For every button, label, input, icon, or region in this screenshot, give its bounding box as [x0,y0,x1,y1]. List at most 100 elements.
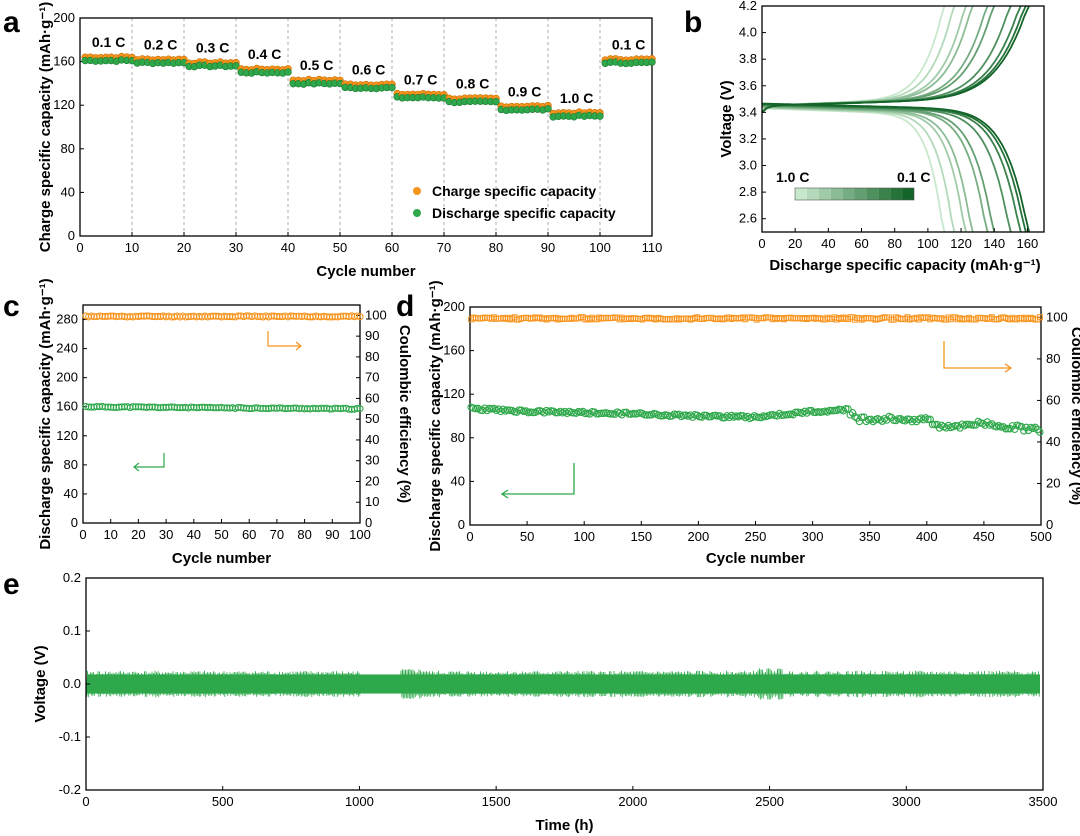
panel-d-xtick-label: 350 [859,529,881,544]
panel-label-b: b [684,6,702,39]
panel-c-x-axis-title: Cycle number [172,550,271,567]
panel-d-y-right-axis-title: Coulombic efficiency (%) [1068,327,1080,505]
panel-e-xtick-label: 1000 [345,794,374,809]
panel-b-xtick-label: 100 [917,236,939,251]
capacity-point [483,406,491,415]
panel-e-x-axis-title: Time (h) [535,817,593,834]
panel-d-ytick-label: 200 [443,299,465,314]
capacity-arrowhead [133,462,140,472]
legend-marker-discharge [413,209,421,217]
panel-c-frame [82,304,361,524]
panel-d-ytick-label: 0 [458,517,465,532]
colorbar-swatch [890,188,903,200]
capacity-point [905,415,914,424]
panel-d-xtick-label: 250 [745,529,767,544]
efficiency-point [1036,314,1043,321]
capacity-point [704,412,713,421]
panel-a-frame [79,17,653,237]
capacity-point [643,411,651,419]
discharge-point [492,98,500,106]
capacity-point [775,409,784,418]
capacity-point [805,407,813,415]
panel-c-xtick-label: 40 [187,527,201,542]
efficiency-point [356,313,364,321]
panel-a-xtick-label: 110 [642,240,663,255]
panel-b-ytick-label: 2.8 [739,184,757,199]
panel-c-ytick-right-label: 20 [365,473,379,488]
panel-e-ytick-label: -0.1 [59,729,81,744]
capacity-point [857,413,866,421]
capacity-point [490,404,498,413]
panel-a-ytick-label: 120 [53,97,75,112]
panel-b-xtick-label: 160 [1017,236,1039,251]
capacity-point [924,415,932,424]
panel-e-xtick-label: 500 [212,794,234,809]
rate-label: 0.3 C [196,40,229,56]
capacity-point [668,412,676,420]
capacity-point [878,417,887,425]
capacity-point [773,412,781,420]
panel-b-xtick-label: 40 [821,236,835,251]
efficiency-axis-arrow [267,331,300,347]
panel-c-ytick-label: 160 [56,399,78,414]
panel-a-ytick-label: 0 [68,228,75,243]
colorbar-swatch [878,188,891,200]
colorbar-frame [794,187,915,201]
capacity-point [894,415,902,423]
rate-label: 0.8 C [456,76,489,92]
panel-c-xtick-label: 0 [79,527,86,542]
panel-c-y-axis-title: Discharge specific capacity (mAh·g⁻¹) [37,278,54,549]
panel-d-ytick-right-label: 100 [1046,309,1068,324]
capacity-point [908,417,916,426]
discharge-point [648,58,656,66]
panel-b-ytick-label: 4.2 [739,0,757,13]
panel-b-xtick-label: 20 [788,236,802,251]
panel-d-ytick-right-label: 0 [1046,517,1053,532]
panel-b-ytick-label: 3.6 [739,78,757,93]
panel-e-xtick-label: 2500 [755,794,784,809]
capacity-point [956,424,964,432]
panel-b-frame [761,5,1045,233]
panel-e-ytick-label: -0.2 [59,782,81,797]
panel-c-xtick-label: 90 [325,527,339,542]
panel-d-ytick-label: 40 [451,473,465,488]
capacity-point [1001,425,1010,433]
panel-b-x-axis-title: Discharge specific capacity (mAh·g⁻¹) [769,257,1040,274]
panel-b-ytick-label: 2.6 [739,211,757,226]
capacity-point [1031,423,1040,432]
panel-a-xtick-label: 40 [281,240,295,255]
panel-c-ytick-label: 40 [64,486,78,501]
panel-c-ytick-label: 0 [71,515,78,530]
capacity-point [515,406,523,414]
panel-b-xtick-label: 0 [758,236,765,251]
panel-d-xtick-label: 500 [1030,529,1052,544]
rate-label: 0.7 C [404,71,437,87]
rate-label: 0.9 C [508,83,541,99]
panel-d-xtick-label: 50 [520,529,534,544]
capacity-point [1017,422,1026,431]
panel-e-xtick-label: 0 [82,794,89,809]
colorbar-swatch [866,188,879,200]
panel-c-ytick-right-label: 0 [365,515,372,530]
legend-label-charge: Charge specific capacity [432,183,596,199]
panel-c-ytick-right-label: 90 [365,328,379,343]
colorbar-swatch [818,188,831,200]
capacity-point [828,406,836,415]
capacity-point [979,419,987,428]
panel-a-ytick-label: 80 [61,141,75,156]
panel-a-xtick-label: 30 [229,240,243,255]
rate-label: 0.4 C [248,46,281,62]
panel-a-xtick-label: 70 [437,240,451,255]
panel-c-ytick-right-label: 60 [365,390,379,405]
capacity-point [356,405,364,413]
colorbar-swatch [795,188,807,200]
panel-c-ytick-right-label: 10 [365,494,379,509]
panel-e-xtick-label: 3000 [892,794,921,809]
panel-c-ytick-right-label: 30 [365,453,379,468]
panel-b-ytick-label: 3.0 [739,158,757,173]
capacity-point [720,413,729,422]
panel-c-xtick-label: 60 [242,527,256,542]
panel-label-d: d [396,290,414,323]
panel-b-xtick-label: 120 [950,236,972,251]
panel-c-ytick-right-label: 50 [365,411,379,426]
